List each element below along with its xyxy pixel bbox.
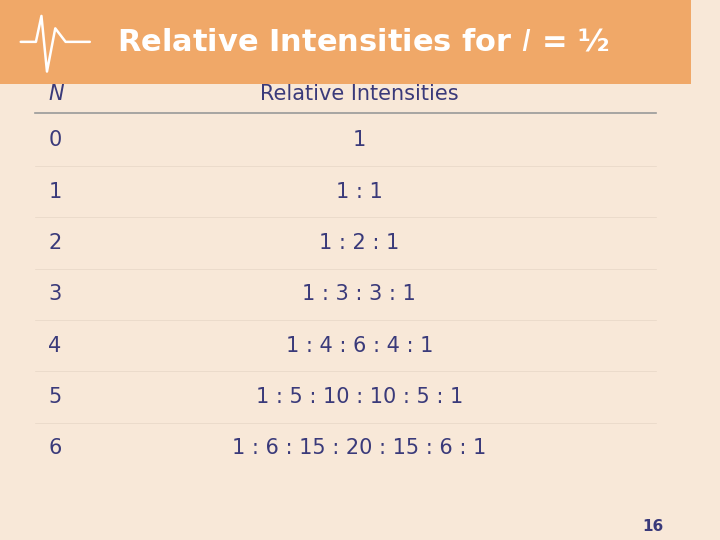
Text: 1 : 4 : 6 : 4 : 1: 1 : 4 : 6 : 4 : 1 [286,335,433,356]
Text: 1: 1 [353,130,366,151]
Text: 16: 16 [642,519,663,534]
Text: Relative Intensities for $\mathit{I}$ = ½: Relative Intensities for $\mathit{I}$ = … [117,28,610,56]
FancyBboxPatch shape [0,84,690,540]
Text: 1 : 5 : 10 : 10 : 5 : 1: 1 : 5 : 10 : 10 : 5 : 1 [256,387,463,407]
Text: 5: 5 [48,387,62,407]
Text: 1: 1 [48,181,62,202]
Text: 3: 3 [48,284,62,305]
Text: 2: 2 [48,233,62,253]
Text: 1 : 1: 1 : 1 [336,181,382,202]
Text: 0: 0 [48,130,62,151]
Text: 1 : 6 : 15 : 20 : 15 : 6 : 1: 1 : 6 : 15 : 20 : 15 : 6 : 1 [232,438,486,458]
Text: 1 : 3 : 3 : 1: 1 : 3 : 3 : 1 [302,284,416,305]
Text: 4: 4 [48,335,62,356]
FancyBboxPatch shape [0,0,690,84]
Text: 1 : 2 : 1: 1 : 2 : 1 [319,233,400,253]
Text: 6: 6 [48,438,62,458]
Text: N: N [48,84,64,105]
Text: Relative Intensities: Relative Intensities [260,84,459,105]
